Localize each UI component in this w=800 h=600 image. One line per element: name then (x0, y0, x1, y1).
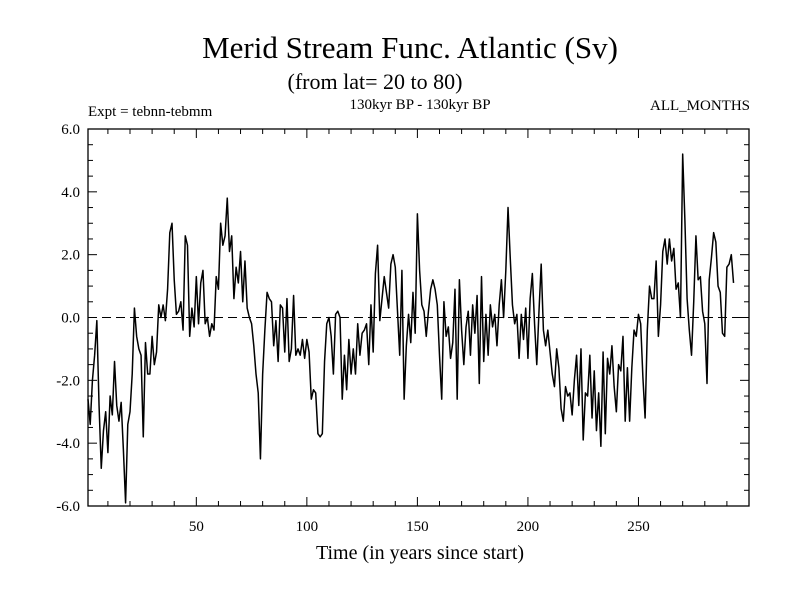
x-axis-tick-labels: 50 100 150 200 250 (189, 519, 650, 535)
chart-subtitle: (from lat= 20 to 80) (288, 69, 463, 94)
y-tick-label: -2.0 (56, 373, 80, 389)
experiment-label: Expt = tebnn-tebmm (88, 104, 213, 120)
x-tick-label: 100 (296, 519, 319, 535)
y-tick-label: -6.0 (56, 499, 80, 515)
y-tick-label: -4.0 (56, 436, 80, 452)
axis-ticks (88, 128, 749, 507)
x-tick-label: 50 (189, 519, 204, 535)
x-tick-label: 250 (627, 519, 650, 535)
y-tick-label: 6.0 (61, 122, 80, 138)
x-tick-label: 200 (517, 519, 540, 535)
data-series-line (87, 153, 735, 504)
period-label: 130kyr BP - 130kyr BP (349, 97, 490, 113)
x-tick-label: 150 (406, 519, 429, 535)
months-label: ALL_MONTHS (650, 98, 750, 114)
x-axis-label: Time (in years since start) (316, 542, 524, 564)
y-tick-label: 4.0 (61, 185, 80, 201)
y-tick-label: 2.0 (61, 248, 80, 264)
chart-title: Merid Stream Func. Atlantic (Sv) (202, 30, 618, 65)
y-axis-tick-labels: -6.0 -4.0 -2.0 0.0 2.0 4.0 6.0 (56, 122, 80, 515)
plot-frame (87, 128, 750, 507)
y-tick-label: 0.0 (61, 311, 80, 327)
